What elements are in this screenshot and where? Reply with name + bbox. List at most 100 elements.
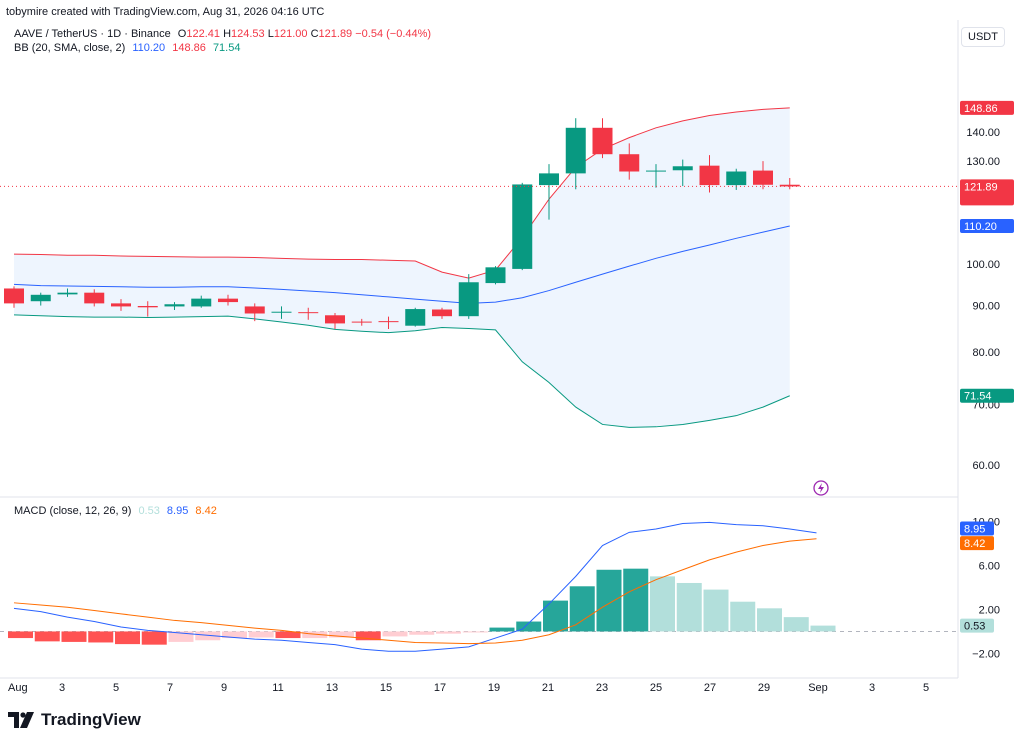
currency-button[interactable]: USDT [961,27,1005,47]
candle-body [646,170,666,172]
candle-body [592,127,613,155]
symbol-label[interactable]: AAVE / TetherUS · 1D · Binance [14,28,171,40]
macd-histogram-bar [703,589,729,632]
macd-histogram-bar [757,608,782,632]
bb-mid-value: 110.20 [132,42,166,54]
price-tick-label: 130.00 [966,156,1000,168]
candle-body [512,184,533,269]
time-tick-label: 25 [650,682,662,694]
bb-lower-line [13,314,790,428]
candle-body [111,303,131,307]
candle-body [405,309,426,326]
macd-histogram-bar [329,631,354,638]
macd-histogram-bar [730,601,756,632]
candle-body [191,298,212,307]
price-tick-label: 60.00 [972,460,1000,472]
price-tick-label: 90.00 [972,301,1000,313]
price-tick-label: 80.00 [972,347,1000,359]
time-tick-label: 9 [221,682,227,694]
high-label: H [223,28,232,40]
candle-body [57,292,78,295]
candle-body [84,292,105,304]
candle-body [432,309,452,317]
attribution: tobymire created with TradingView.com, A… [6,6,325,18]
macd-histogram-bar [141,631,167,645]
high-value: 124.53 [231,28,265,40]
time-tick-label: 5 [113,682,119,694]
time-tick-label: 7 [167,682,173,694]
time-tick-label: Sep [808,682,828,694]
macd-hist-badge: 0.53 [964,621,985,633]
time-tick-label: 27 [704,682,716,694]
time-tick-label: 13 [326,682,338,694]
macd-histogram-bar [569,586,595,632]
candle-body [565,127,586,174]
candle-body [30,294,51,302]
open-label: O [177,28,187,40]
macd-histogram-bar [650,576,675,632]
macd-histogram-bar [462,631,488,633]
macd-histogram-bar [195,631,221,641]
bb-middle-line [13,225,790,304]
macd-label: MACD (close, 12, 26, 9) [14,505,132,517]
price-chart[interactable]: 150.00140.00130.00100.0090.0080.0070.006… [0,0,1024,700]
macd-signal-line [13,538,817,645]
macd-histogram-bar [88,631,114,643]
macd-tick-label: −2.00 [972,648,1000,660]
time-tick-label: 3 [59,682,65,694]
time-tick-label: 19 [488,682,500,694]
bb-mid-badge-bg [960,219,1014,234]
candle-body [4,288,24,304]
macd-signal-badge: 8.42 [964,538,985,550]
bb-lower-badge: 71.54 [964,391,992,403]
time-tick-label: 5 [923,682,929,694]
macd-histogram-bar [115,631,140,645]
macd-line-value: 8.95 [166,505,189,517]
candle-body [779,184,800,187]
close-value: 121.89 [318,28,353,40]
macd-histogram-bar [302,631,328,639]
candle-body [351,321,372,323]
candle-body [378,321,399,323]
macd-line [13,521,817,652]
bb-lower-value: 71.54 [212,42,241,54]
macd-line-badge-bg [960,521,994,536]
macd-histogram-bar [596,569,622,632]
macd-histogram-bar [623,568,649,632]
macd-histogram-bar [275,631,301,639]
macd-histogram-bar [168,631,194,642]
price-tick-label: 140.00 [966,127,1000,139]
macd-histogram-bar [409,631,435,635]
candle-body [672,166,693,171]
time-tick-label: 11 [272,682,283,694]
symbol-legend: AAVE / TetherUS · 1D · Binance O122.41 H… [14,28,435,40]
time-tick-label: 21 [542,682,554,694]
last-price-badge: 121.89 [964,181,998,193]
bb-upper-value: 148.86 [172,42,206,54]
bb-upper-badge: 148.86 [964,103,998,115]
bb-mid-badge: 110.20 [964,221,997,233]
macd-histogram-bar [543,600,568,632]
candle-body [298,312,319,314]
candle-body [218,298,238,303]
candle-body [485,267,506,284]
macd-histogram-bar [222,631,247,639]
price-tick-label: 100.00 [966,259,1000,271]
macd-histogram-bar [355,631,381,641]
change-value: −0.54 (−0.44%) [355,28,432,40]
candle-body [271,311,292,313]
close-label: C [310,28,319,40]
macd-signal-value: 8.42 [195,505,217,517]
low-value: 121.00 [273,28,308,40]
bb-fill [14,107,790,428]
bb-upper-badge-bg [960,100,1014,115]
candle-body [325,315,345,324]
time-tick-label: 29 [758,682,770,694]
bb-legend[interactable]: BB (20, SMA, close, 2) 110.20 148.86 71.… [14,42,244,54]
macd-legend[interactable]: MACD (close, 12, 26, 9) 0.53 8.95 8.42 [14,505,221,517]
alert-lightning-icon [813,480,829,496]
time-tick-label: 17 [434,682,446,694]
bb-upper-line [13,107,790,279]
candle-body [137,305,158,308]
tradingview-logo[interactable]: TradingView [8,710,141,730]
